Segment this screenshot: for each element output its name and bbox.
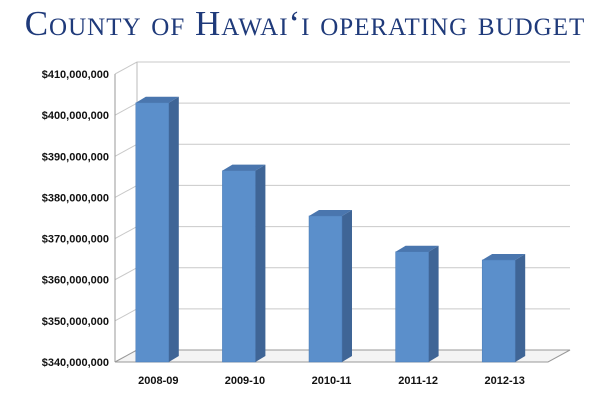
bar-top [482, 253, 526, 260]
gridline-depth [114, 184, 138, 198]
bar-side [168, 96, 179, 363]
y-tick-label: $410,000,000 [42, 69, 109, 81]
gridline-depth [114, 267, 138, 281]
y-tick-label: $340,000,000 [42, 357, 109, 369]
y-tick-label: $360,000,000 [42, 275, 109, 287]
y-tick-label: $370,000,000 [42, 234, 109, 246]
bar [308, 215, 343, 363]
y-tick-label: $350,000,000 [42, 316, 109, 328]
bar [481, 259, 516, 363]
bar-top [222, 164, 266, 171]
bar-top [135, 96, 179, 103]
bar [395, 251, 429, 363]
chart-title: County of Hawaiʻi operating budget [24, 4, 586, 43]
bar-top [395, 245, 439, 252]
x-tick-label: 2010-11 [312, 375, 352, 387]
bar-side [428, 245, 439, 362]
x-tick-label: 2011-12 [398, 375, 438, 387]
x-tick-label: 2008-09 [138, 375, 178, 387]
x-tick-label: 2012-13 [485, 375, 525, 387]
bar-side [515, 253, 526, 362]
gridline-depth [114, 308, 138, 322]
bar [135, 102, 170, 363]
gridline-depth [114, 102, 138, 116]
gridline-depth [114, 61, 138, 75]
y-tick-label: $400,000,000 [42, 110, 109, 122]
gridline-depth [114, 226, 138, 240]
y-tick-label: $380,000,000 [42, 192, 109, 204]
bar [222, 170, 256, 363]
bar-top [309, 209, 352, 216]
y-tick-label: $390,000,000 [42, 151, 109, 163]
x-tick-label: 2009-10 [225, 375, 265, 387]
gridline-depth [114, 143, 138, 157]
bar-side [342, 209, 352, 362]
bar-side [255, 164, 266, 362]
